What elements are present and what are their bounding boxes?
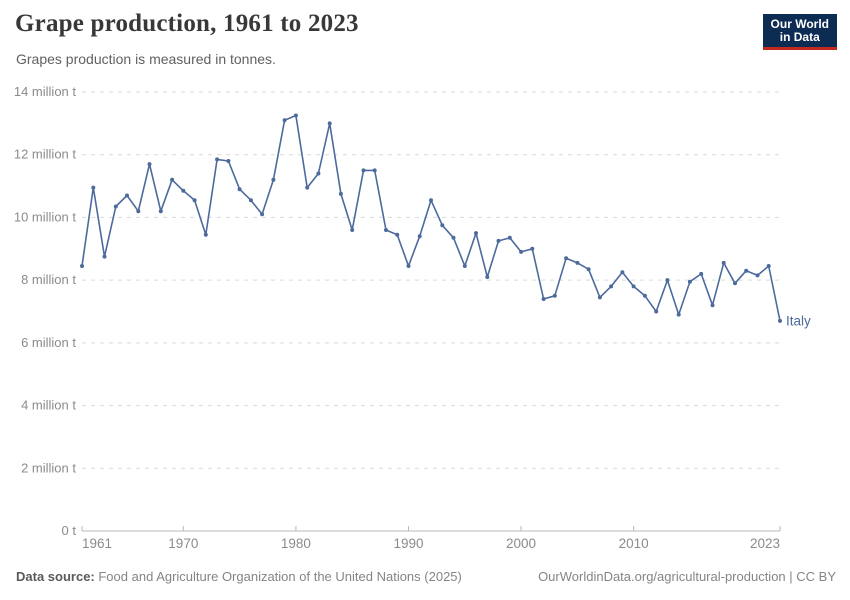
data-point[interactable]	[744, 268, 749, 273]
x-tick-label: 2023	[750, 536, 780, 551]
x-tick-label: 1970	[168, 536, 198, 551]
data-point[interactable]	[338, 191, 343, 196]
owid-logo-line1: Our World	[770, 17, 829, 31]
data-point[interactable]	[384, 228, 388, 232]
data-point[interactable]	[474, 231, 478, 236]
y-tick-label: 8 million t	[21, 272, 76, 287]
data-point[interactable]	[631, 284, 636, 289]
data-point[interactable]	[530, 246, 535, 251]
y-tick-label: 4 million t	[21, 398, 76, 413]
data-point[interactable]	[496, 238, 501, 243]
data-point[interactable]	[654, 309, 659, 314]
data-point[interactable]	[113, 204, 118, 209]
chart-subtitle: Grapes production is measured in tonnes.	[16, 51, 276, 67]
data-point[interactable]	[316, 171, 321, 176]
data-point[interactable]	[597, 295, 602, 300]
data-point[interactable]	[699, 271, 704, 276]
data-point[interactable]	[451, 235, 456, 240]
data-point[interactable]	[350, 228, 355, 232]
data-point[interactable]	[293, 113, 298, 118]
data-point[interactable]	[552, 293, 557, 298]
data-point[interactable]	[327, 121, 332, 126]
data-point[interactable]	[564, 256, 569, 261]
y-tick-label: 12 million t	[14, 147, 77, 162]
y-tick-label: 14 million t	[14, 84, 77, 99]
data-source-text: Food and Agriculture Organization of the…	[94, 569, 462, 584]
data-point[interactable]	[429, 198, 433, 203]
owid-logo: Our World in Data	[762, 14, 837, 50]
data-point[interactable]	[766, 264, 771, 268]
x-tick-label: 2000	[506, 536, 536, 551]
data-point[interactable]	[170, 177, 175, 182]
x-tick-label: 2010	[619, 536, 649, 551]
data-point[interactable]	[260, 212, 265, 217]
data-point[interactable]	[372, 168, 377, 173]
owid-logo-line2: in Data	[779, 30, 820, 44]
data-line[interactable]	[81, 114, 781, 322]
data-point[interactable]	[192, 198, 197, 203]
data-point[interactable]	[541, 297, 546, 301]
x-tick-label: 1980	[281, 536, 311, 551]
data-point[interactable]	[147, 162, 152, 167]
data-point[interactable]	[665, 278, 670, 283]
data-point[interactable]	[642, 293, 647, 298]
data-point[interactable]	[271, 177, 276, 182]
data-point[interactable]	[485, 275, 490, 279]
data-point[interactable]	[181, 188, 186, 193]
y-tick-label: 10 million t	[14, 209, 77, 224]
data-point[interactable]	[237, 187, 242, 192]
page-title: Grape production, 1961 to 2023	[15, 10, 359, 37]
data-point[interactable]	[406, 264, 411, 268]
data-point[interactable]	[687, 279, 692, 284]
data-point[interactable]	[215, 157, 220, 162]
y-tick-label: 2 million t	[21, 460, 76, 475]
data-point[interactable]	[248, 198, 253, 203]
data-source-label: Data source:	[16, 569, 95, 584]
data-point[interactable]	[733, 281, 737, 286]
data-point[interactable]	[102, 254, 107, 259]
x-tick-label: 1961	[82, 536, 112, 551]
data-point[interactable]	[755, 273, 760, 278]
data-point[interactable]	[440, 223, 445, 228]
data-point[interactable]	[282, 118, 287, 123]
y-tick-label: 0 t	[62, 523, 77, 538]
data-point[interactable]	[676, 312, 681, 317]
data-point[interactable]	[462, 264, 467, 268]
data-point[interactable]	[158, 209, 163, 214]
data-point[interactable]	[721, 260, 726, 265]
series-label-italy: Italy	[786, 313, 811, 328]
data-point[interactable]	[519, 249, 524, 254]
data-point[interactable]	[91, 185, 96, 190]
data-point[interactable]	[80, 264, 84, 268]
line-chart[interactable]: 0 t 2 million t 4 million t 6 million t 8 mi…	[0, 80, 850, 565]
credit-link[interactable]: OurWorldinData.org/agricultural-producti…	[538, 569, 836, 584]
data-point[interactable]	[620, 270, 625, 275]
data-point[interactable]	[226, 159, 231, 163]
data-point[interactable]	[361, 168, 366, 173]
data-point[interactable]	[609, 284, 614, 289]
x-tick-label: 1990	[393, 536, 423, 551]
data-point[interactable]	[710, 303, 715, 308]
data-point[interactable]	[305, 185, 310, 190]
data-point[interactable]	[507, 235, 512, 240]
data-point[interactable]	[417, 234, 422, 239]
data-point[interactable]	[136, 209, 141, 214]
data-source: Data source: Food and Agriculture Organi…	[16, 569, 462, 584]
data-point[interactable]	[586, 267, 591, 272]
data-point[interactable]	[125, 193, 129, 198]
data-point[interactable]	[395, 232, 400, 237]
data-point[interactable]	[778, 318, 782, 323]
data-point[interactable]	[203, 232, 208, 237]
data-point[interactable]	[575, 260, 580, 265]
y-tick-label: 6 million t	[21, 335, 76, 350]
